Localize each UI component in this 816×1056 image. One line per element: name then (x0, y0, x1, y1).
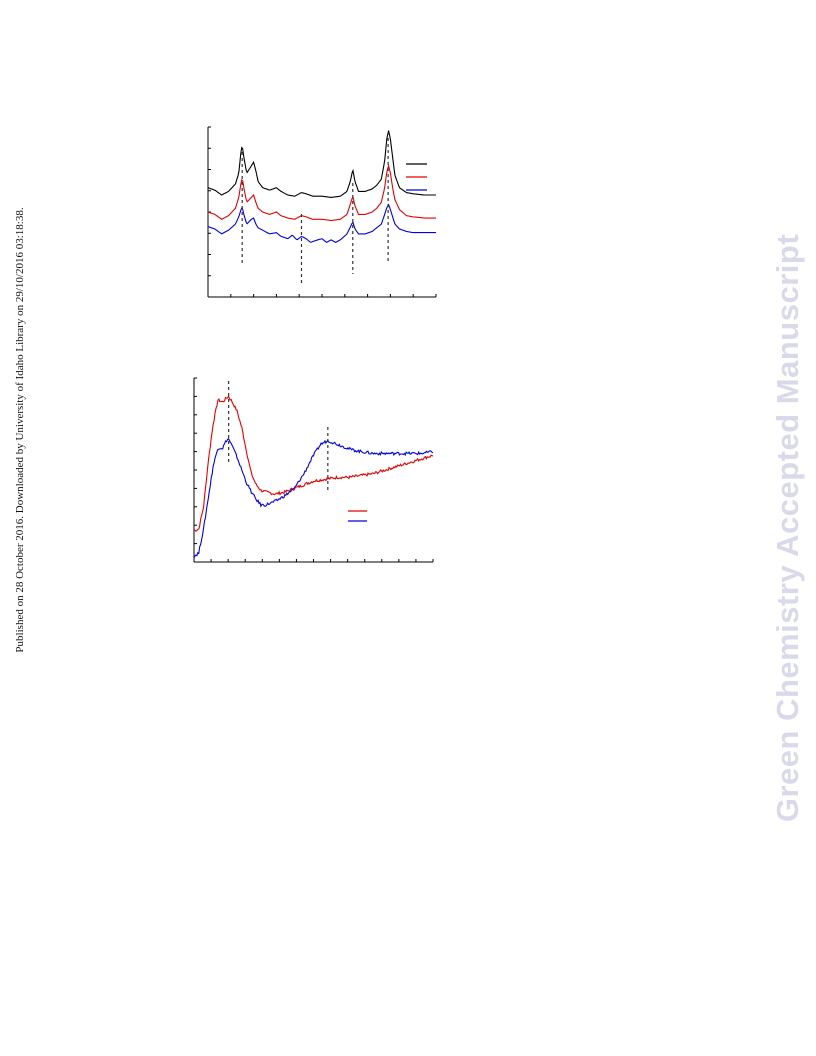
series-line-1 (193, 395, 434, 532)
series-line-2 (193, 437, 434, 559)
series-line-1 (207, 130, 436, 198)
accepted-manuscript-watermark: Green Chemistry Accepted Manuscript (770, 233, 805, 823)
series-line-3 (207, 203, 436, 244)
series-line-2 (207, 163, 436, 222)
